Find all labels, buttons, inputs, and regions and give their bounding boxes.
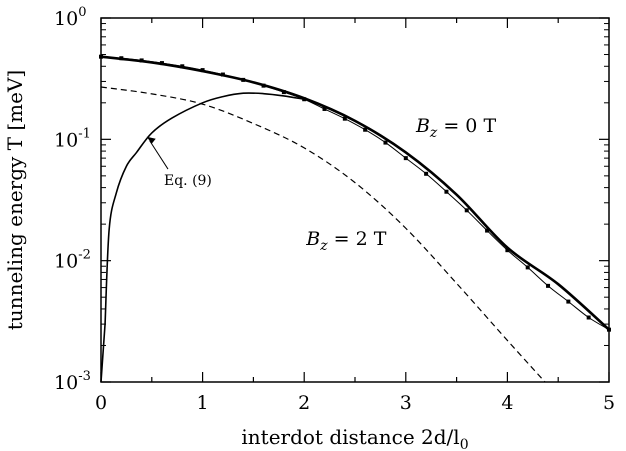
x-tick-label: 4 xyxy=(501,392,513,414)
annotation-symbol: B xyxy=(305,228,320,250)
data-marker xyxy=(586,315,591,320)
data-marker xyxy=(220,72,225,77)
x-tick-label: 1 xyxy=(197,392,209,414)
data-marker xyxy=(342,116,347,121)
data-marker xyxy=(424,171,429,176)
data-marker xyxy=(444,189,449,194)
y-tick-label: 10-3 xyxy=(54,369,91,394)
y-tick-label: 10-2 xyxy=(54,248,91,273)
curve-dashed xyxy=(100,86,546,383)
y-tick-label-exponent: -2 xyxy=(78,248,91,263)
curve-markers xyxy=(99,54,611,332)
x-tick-label: 3 xyxy=(400,392,412,414)
y-tick-label-base: 10 xyxy=(54,8,78,30)
data-marker xyxy=(159,61,164,66)
annotation-bz-label: Bz = 0 T xyxy=(415,115,496,141)
annotation-eq-label: Eq. (9) xyxy=(164,173,212,189)
data-marker xyxy=(139,58,144,63)
data-marker xyxy=(525,265,530,270)
y-tick-label-base: 10 xyxy=(54,129,78,151)
y-axis-title: tunneling energy T [meV] xyxy=(3,70,27,330)
data-marker xyxy=(180,64,185,69)
data-marker xyxy=(403,156,408,161)
x-axis-title-subscript: 0 xyxy=(460,437,469,451)
data-marker xyxy=(505,248,510,253)
curve-dotted-markers xyxy=(100,56,610,331)
axis-ticks xyxy=(100,17,610,383)
y-tick-label-exponent: -3 xyxy=(78,369,91,384)
y-tick-label: 10-1 xyxy=(54,126,91,151)
data-marker xyxy=(281,90,286,95)
data-marker xyxy=(99,54,103,59)
curves xyxy=(100,55,610,383)
data-marker xyxy=(322,106,327,111)
x-axis-title-text: interdot distance 2d/l xyxy=(241,425,459,449)
data-marker xyxy=(302,97,307,102)
y-tick-label-exponent: 0 xyxy=(78,5,86,20)
data-marker xyxy=(464,208,469,213)
y-tick-label-base: 10 xyxy=(54,251,78,273)
data-marker xyxy=(383,140,388,145)
data-marker xyxy=(485,228,490,233)
annotation-arrow-head xyxy=(146,136,156,144)
plot-frame xyxy=(100,17,610,383)
annotation-symbol: B xyxy=(415,115,430,137)
data-marker xyxy=(546,283,551,288)
annotation-bz-label: Bz = 2 T xyxy=(305,228,386,254)
y-tick-label-exponent: -1 xyxy=(78,126,91,141)
data-marker xyxy=(363,127,368,132)
annotation-subscript: z xyxy=(429,125,438,141)
data-marker xyxy=(607,327,611,332)
annotation-arrow-line xyxy=(149,140,169,170)
data-marker xyxy=(200,68,205,73)
curve-solid-thin xyxy=(100,92,305,383)
annotation-value: = 2 T xyxy=(328,228,387,250)
y-tick-label-base: 10 xyxy=(54,372,78,394)
data-marker xyxy=(119,56,124,61)
data-marker xyxy=(241,77,246,82)
x-tick-label: 0 xyxy=(95,392,107,414)
x-tick-labels: 0 1 2 3 4 5 xyxy=(95,392,615,414)
x-tick-label: 5 xyxy=(603,392,615,414)
x-tick-label: 2 xyxy=(298,392,310,414)
data-marker xyxy=(566,299,571,304)
curve-solid-thick xyxy=(100,55,610,331)
data-marker xyxy=(261,83,266,88)
x-axis-title: interdot distance 2d/l0 xyxy=(241,425,468,451)
annotation-value: = 0 T xyxy=(437,115,496,137)
annotation-subscript: z xyxy=(319,238,328,254)
y-tick-label: 100 xyxy=(54,5,86,30)
annotations: Bz = 0 TBz = 2 TEq. (9) xyxy=(146,115,496,254)
